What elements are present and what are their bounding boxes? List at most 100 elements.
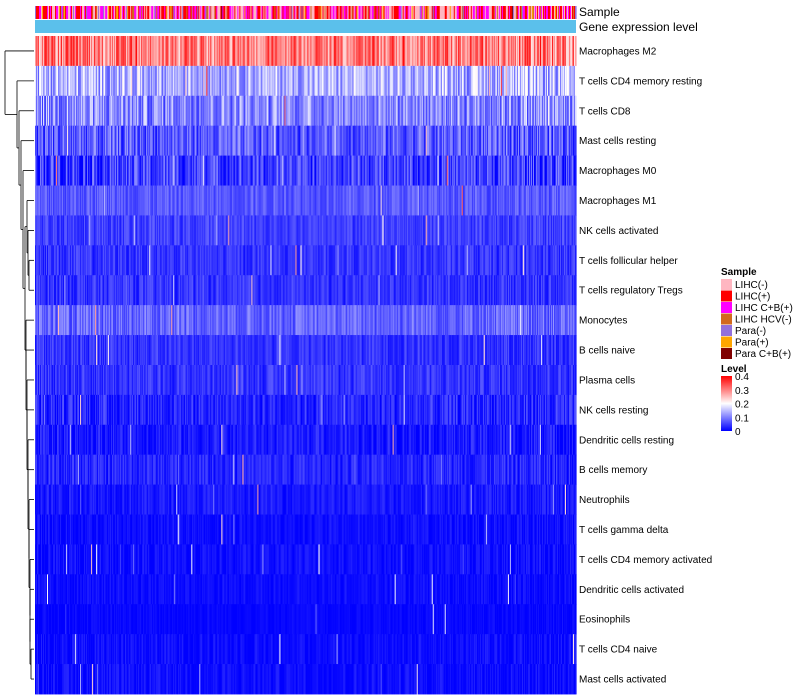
- sample-annotation-cell: [501, 6, 504, 19]
- heatmap-cell: [280, 95, 283, 127]
- sample-annotation-cell: [58, 6, 60, 19]
- heatmap-cell: [359, 36, 362, 67]
- heatmap-cell: [209, 65, 211, 97]
- sample-annotation-cell: [280, 6, 283, 19]
- sample-annotation-cell: [298, 6, 301, 19]
- heatmap-cell: [237, 65, 239, 97]
- heatmap-cell: [344, 95, 347, 127]
- sample-annotation-cell: [139, 6, 141, 19]
- heatmap-cell: [155, 125, 157, 157]
- heatmap-cell: [264, 125, 267, 157]
- heatmap-cell: [55, 125, 57, 157]
- heatmap-cell: [214, 65, 216, 97]
- heatmap-cell: [407, 125, 410, 157]
- sample-annotation-cell: [73, 6, 75, 19]
- heatmap-cell: [208, 65, 210, 97]
- heatmap-cell: [430, 125, 433, 157]
- sample-annotation-cell: [80, 6, 82, 19]
- heatmap-cell: [310, 125, 313, 157]
- heatmap-cell: [384, 65, 387, 97]
- heatmap-cell: [296, 65, 299, 97]
- heatmap-cell: [298, 36, 301, 67]
- heatmap-cell: [434, 95, 437, 127]
- heatmap-cell: [374, 95, 377, 127]
- heatmap-cell: [221, 36, 223, 67]
- heatmap-cell: [230, 95, 232, 127]
- heatmap-cell: [61, 95, 63, 127]
- heatmap-cell: [323, 65, 326, 97]
- heatmap-cell: [417, 65, 420, 97]
- heatmap-cell: [156, 65, 158, 97]
- heatmap-cell: [125, 65, 127, 97]
- heatmap-cell: [556, 95, 559, 127]
- heatmap-cell: [262, 65, 265, 97]
- heatmap-cell: [397, 65, 400, 97]
- heatmap-cell: [424, 65, 427, 97]
- sample-annotation-cell: [167, 6, 169, 19]
- heatmap-cell: [389, 36, 392, 67]
- heatmap-cell: [258, 125, 261, 157]
- sample-annotation-cell: [328, 6, 331, 19]
- heatmap-cell: [574, 65, 576, 97]
- heatmap-cell: [35, 125, 37, 157]
- heatmap-cell: [571, 36, 574, 67]
- heatmap-cell: [52, 95, 54, 127]
- sample-annotation-cell: [494, 6, 497, 19]
- sample-annotation-cell: [204, 6, 206, 19]
- heatmap-cell: [69, 36, 71, 67]
- heatmap-cell: [204, 36, 206, 67]
- sample-annotation-cell: [187, 6, 189, 19]
- heatmap-cell: [243, 65, 245, 97]
- sample-annotation-cell: [101, 6, 103, 19]
- heatmap-cell: [517, 36, 520, 67]
- sample-annotation-cell: [507, 6, 510, 19]
- heatmap-cell: [240, 95, 242, 127]
- heatmap-cell: [228, 65, 230, 97]
- heatmap-cell: [225, 65, 227, 97]
- heatmap-cell: [396, 36, 399, 67]
- heatmap-cell: [418, 36, 421, 67]
- heatmap-cell: [310, 95, 313, 127]
- heatmap-cell: [402, 125, 405, 157]
- heatmap-cell: [169, 95, 171, 127]
- heatmap-cell: [182, 125, 184, 157]
- heatmap-cell: [260, 125, 263, 157]
- heatmap-cell: [159, 65, 161, 97]
- sample-annotation-cell: [358, 6, 361, 19]
- heatmap-cell: [315, 125, 318, 157]
- sample-annotation-cell: [103, 6, 105, 19]
- heatmap-cell: [377, 95, 380, 127]
- heatmap-cell: [358, 125, 361, 157]
- heatmap-cell: [106, 65, 108, 97]
- heatmap-cell: [104, 95, 106, 127]
- heatmap-cell: [292, 65, 295, 97]
- heatmap-cell: [152, 65, 154, 97]
- heatmap-cell: [281, 125, 284, 157]
- heatmap-cell: [162, 95, 164, 127]
- heatmap-cell: [290, 65, 293, 97]
- sample-annotation-cell: [464, 6, 467, 19]
- heatmap-cell: [427, 65, 430, 97]
- sample-annotation-cell: [314, 6, 317, 19]
- heatmap-cell: [102, 95, 104, 127]
- heatmap-cell: [570, 36, 573, 67]
- sample-annotation-cell: [420, 6, 423, 19]
- heatmap-cell: [411, 65, 414, 97]
- heatmap-cell: [145, 95, 147, 127]
- heatmap-cell: [134, 125, 136, 157]
- sample-annotation-cell: [185, 6, 187, 19]
- sample-annotation-cell: [283, 6, 286, 19]
- heatmap-cell: [129, 65, 131, 97]
- heatmap-cell: [287, 36, 290, 67]
- sample-annotation-cell: [511, 6, 514, 19]
- heatmap-cell: [548, 65, 551, 97]
- heatmap-cell: [71, 125, 73, 157]
- heatmap-cell: [131, 95, 133, 127]
- heatmap-cell: [393, 65, 396, 97]
- heatmap-cell: [499, 36, 502, 67]
- heatmap-cell: [69, 95, 71, 127]
- heatmap-cell: [368, 125, 371, 157]
- heatmap-cell: [167, 125, 169, 157]
- heatmap-cell: [149, 65, 151, 97]
- heatmap-cell: [268, 95, 271, 127]
